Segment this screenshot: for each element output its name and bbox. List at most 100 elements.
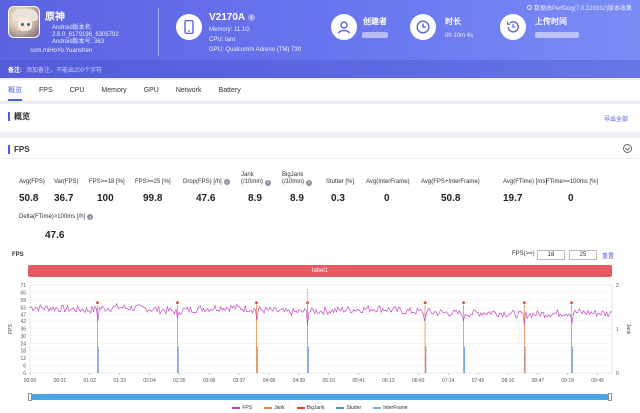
fps-point [463,319,465,322]
metric-value-avg-ftime: 19.7 [503,193,523,204]
metric-value-var-fps: 36.7 [54,193,74,204]
tab-cpu[interactable]: CPU [69,87,85,94]
fps-point [347,306,349,308]
legend-swatch [264,407,273,409]
watermark-text: 数据由PerfDog(7.0.220332)版本收集 [533,6,632,12]
fps-point [428,308,430,310]
legend-item[interactable]: Stutter [336,405,361,411]
tab-overview[interactable]: 概览 [8,81,22,101]
fps-point [437,314,439,316]
metric-label-fps-25: FPS>=25 [%] [135,179,171,185]
collapse-icon[interactable] [623,144,632,153]
fps-point [55,307,57,309]
fps-point [214,305,216,307]
label-bar[interactable]: label1 [28,265,612,277]
y-tick-label: 59 [20,298,26,304]
metric-label-ftime-100: FTime>=100ms [%] [546,179,599,185]
metric-value-avg-fps: 50.8 [19,193,39,204]
bigjank-marker [255,301,258,304]
legend-item[interactable]: Jank [264,405,285,411]
fps-point [564,314,566,317]
reset-link[interactable]: 重置 [602,254,615,260]
scroll-handle-left[interactable] [28,393,32,401]
fps-point [263,312,265,314]
fps-point [234,308,236,310]
fps-point [575,312,577,314]
fps-point [32,309,34,311]
legend-item[interactable]: FPS [232,405,252,411]
fps-point [309,311,311,313]
legend-item[interactable]: InterFrame [373,405,408,411]
fps-point [223,307,225,309]
y-axis-label: FPS [8,323,14,333]
y-tick-label: 36 [20,326,26,332]
fps-point [321,311,323,313]
fps-point [506,316,508,318]
legend-label: FPS [242,405,253,411]
fps-point [468,316,470,318]
fps-point [202,308,204,310]
fps-point [312,309,314,311]
fps-point [205,309,207,311]
fps-point [578,308,580,310]
tab-gpu[interactable]: GPU [143,87,159,94]
overview-title: 概览 [8,112,30,121]
x-tick-label: 06:43 [412,378,425,384]
fps-point [344,310,346,312]
android-version-name: 2.6.0_6179196_6305792 [52,32,119,38]
help-icon[interactable]: ? [306,179,313,186]
fps-min-input[interactable]: 18 [537,250,565,260]
note-bar[interactable]: 备注: 添加备注，不能出200个字符 [0,60,640,78]
fps-point [142,306,144,308]
fps-point [93,310,95,312]
fps-point [512,310,514,312]
y-tick-label: 47 [20,313,26,319]
help-icon[interactable]: ? [223,179,230,185]
note-input[interactable]: 添加备注，不能出200个字符 [26,67,103,74]
tab-network[interactable]: Network [175,87,202,94]
device-info-icon[interactable]: i [248,14,256,21]
app-name: 原神 [45,12,65,23]
tab-battery[interactable]: Battery [218,87,241,94]
fps-point [405,313,407,315]
fps-point [358,310,361,312]
fps-point [139,304,141,306]
time-scrollbar[interactable] [30,394,610,400]
chart-legend: FPS Jank BigJank Stutter InterFrame [0,403,640,413]
fps-point [393,306,395,308]
tab-fps[interactable]: FPS [39,87,53,94]
fps-point [491,311,494,313]
tab-bar: 概览 FPS CPU Memory GPU Network Battery [0,80,640,102]
info-circle-icon [526,5,532,10]
fps-point [549,316,551,318]
fps-point [338,308,340,310]
legend-item[interactable]: BigJank [296,405,324,411]
tab-memory[interactable]: Memory [101,87,127,94]
fps-point [439,309,442,311]
y2-axis-label: Jank [625,324,631,335]
export-all-link[interactable]: 导出全部 [603,117,628,123]
fps-point [529,312,531,315]
fps-point [604,315,606,317]
fps-point [474,310,476,312]
y-tick-label: 24 [20,341,26,347]
fps-point [598,313,601,315]
fps-point [185,308,187,310]
help-icon[interactable]: ? [87,214,94,220]
y-tick-label: 53 [20,305,26,311]
fps-point [145,307,147,309]
fps-point [35,307,37,309]
fps-max-input[interactable]: 25 [569,250,597,260]
scroll-handle-right[interactable] [608,393,612,401]
y-tick-label: 6 [23,364,26,370]
fps-point [500,312,502,314]
fps-point [541,311,543,314]
fps-point [442,311,444,313]
help-icon[interactable]: ? [265,179,272,186]
y-tick-label: 65 [20,290,26,296]
fps-point [231,307,233,309]
fps-point [364,308,366,310]
fps-point [29,306,31,308]
fps-point [596,315,598,317]
